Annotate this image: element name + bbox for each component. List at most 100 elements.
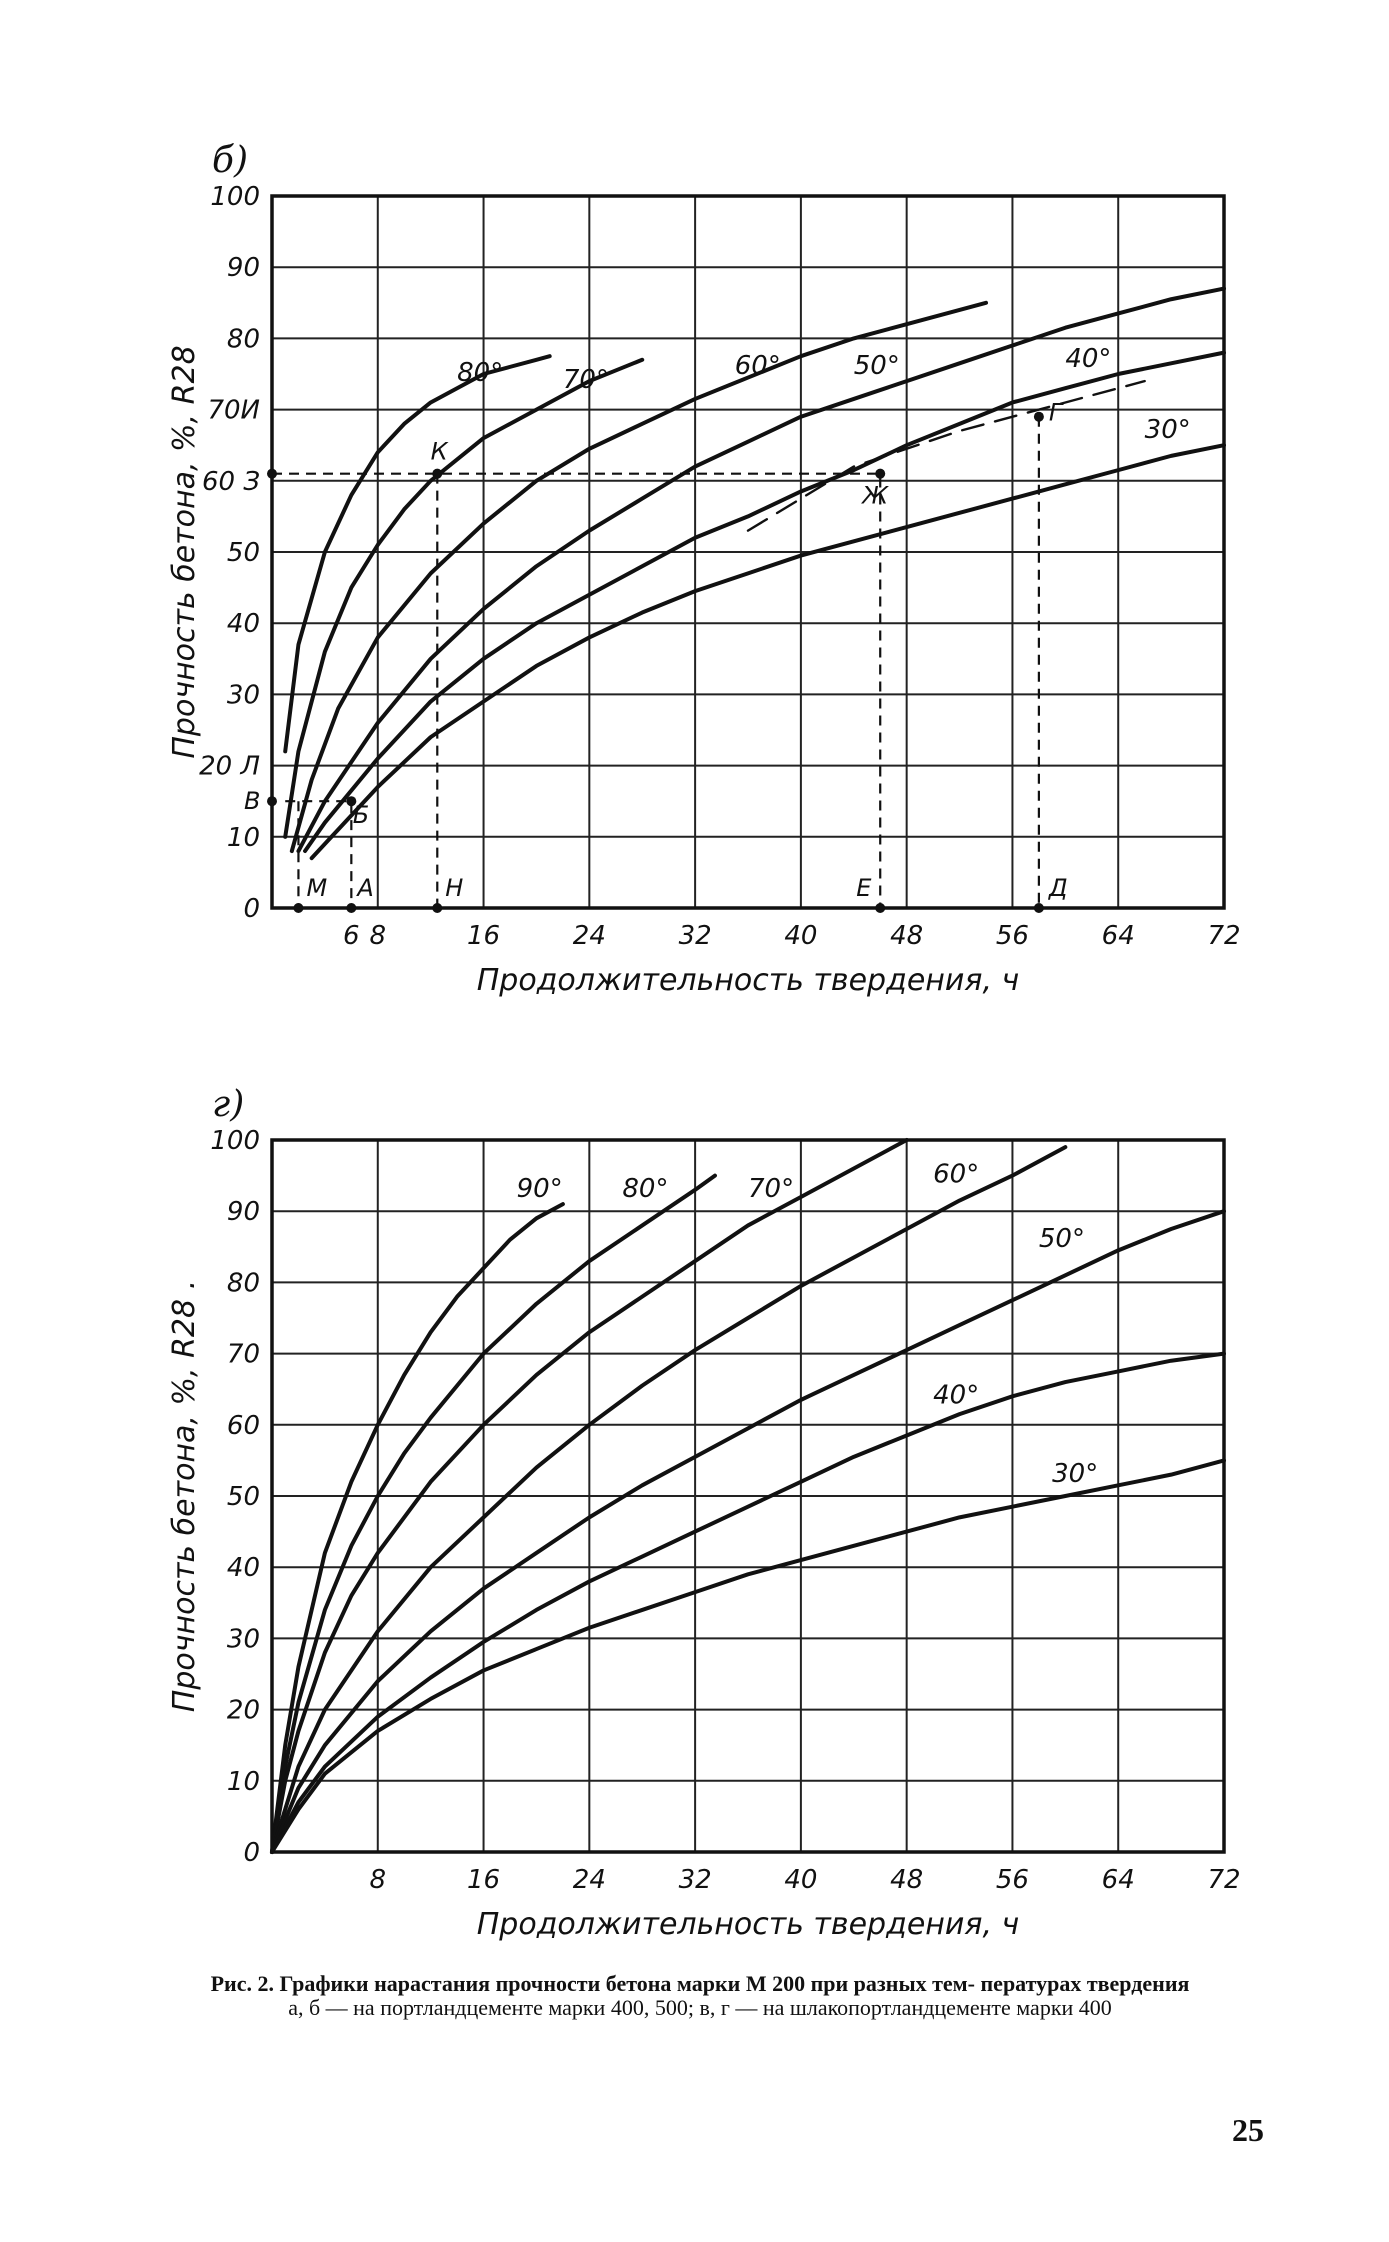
data-point [346, 796, 357, 807]
data-point [346, 903, 357, 913]
point-label: К [431, 438, 449, 466]
series-label: 60° [933, 1160, 979, 1190]
y-tick-label: 90 [227, 253, 260, 283]
y-tick-label: 70И [207, 396, 260, 426]
panel-label: г) [212, 1084, 244, 1125]
series-line-3 [289, 300, 988, 854]
series-line-4 [270, 1145, 1068, 1854]
y-tick-label: 80 [227, 1268, 260, 1298]
x-tick-label: 16 [467, 1865, 500, 1895]
x-tick-label: 72 [1207, 921, 1240, 951]
data-point [267, 796, 277, 807]
data-point [293, 903, 304, 913]
series-label: 80° [622, 1174, 668, 1204]
series-label: 70° [748, 1174, 794, 1204]
x-tick-label: 56 [996, 921, 1029, 951]
series-line-6 [309, 443, 1226, 861]
x-tick-label: 48 [890, 921, 923, 951]
y-tick-label: 20 Л [199, 752, 260, 782]
point-label: Е [856, 874, 872, 902]
y-tick-label: 0 [243, 1838, 260, 1868]
x-tick-label: 64 [1102, 1865, 1135, 1895]
y-tick-label: 40 [227, 609, 260, 639]
series-line-5 [270, 1209, 1226, 1854]
y-tick-label: 100 [210, 182, 260, 212]
x-tick-label: 8 [370, 1865, 387, 1895]
series-line-1 [270, 1202, 565, 1854]
y-tick-label: 20 [227, 1696, 260, 1726]
point-label: Б [353, 801, 369, 829]
y-tick-label: 60 З [202, 467, 260, 497]
series-label: 50° [854, 351, 900, 381]
series-line-7 [270, 1458, 1226, 1854]
dashed-reference-line [746, 379, 1146, 532]
x-tick-label: 40 [784, 1865, 817, 1895]
series-label: 30° [1145, 415, 1191, 445]
series-label: 40° [1065, 344, 1111, 374]
chart-panel-g: г) 8 16 24 32 40 48 56 64 72 0 10 20 30 40 50 60 70 80 90 10… [167, 1084, 1241, 1942]
x-tick-label: 6 [343, 921, 360, 951]
point-label: А [355, 874, 373, 902]
series-line-3 [270, 1138, 909, 1854]
series-label: 50° [1039, 1224, 1085, 1254]
x-tick-label: 32 [679, 1865, 712, 1895]
point-label: Ж [860, 482, 889, 510]
y-axis-title: Прочность бетона, %, R28 . [167, 1280, 202, 1712]
series-label: 80° [457, 358, 503, 388]
x-tick-label: 24 [573, 1865, 606, 1895]
y-tick-label: 70 [227, 1340, 260, 1370]
x-tick-label: 56 [996, 1865, 1029, 1895]
y-tick-label: 10 [227, 823, 260, 853]
series-line-2 [270, 1173, 717, 1854]
data-point [1033, 903, 1044, 913]
figure-caption: Рис. 2. Графики нарастания прочности бет… [120, 1972, 1280, 2020]
x-tick-label: 24 [573, 921, 606, 951]
page-number: 25 [1232, 2112, 1264, 2148]
chart-panel-b: б) 6 8 16 24 32 40 48 56 64 72 0 10 20 Л 30 40 50 60 З 70И… [167, 140, 1241, 998]
series-label: 40° [933, 1380, 979, 1410]
plot-frame [270, 194, 1226, 910]
data-point [432, 468, 443, 479]
data-point [875, 468, 886, 479]
data-point [1033, 411, 1044, 422]
series-label: 70° [563, 365, 609, 395]
panel-label: б) [212, 140, 248, 181]
y-tick-label: 30 [227, 1624, 260, 1654]
x-axis-title: Продолжительность твердения, ч [477, 963, 1020, 998]
series-line-4 [296, 286, 1226, 854]
y-tick-label: 80 [227, 324, 260, 354]
y-tick-label: 60 [227, 1411, 260, 1441]
point-label: Д [1048, 874, 1068, 902]
point-label: В [244, 787, 260, 815]
series-line-1 [283, 354, 552, 754]
x-tick-label: 40 [784, 921, 817, 951]
point-label: Н [445, 874, 463, 902]
series-label: 30° [1052, 1459, 1098, 1489]
y-tick-label: 90 [227, 1197, 260, 1227]
plot-frame [270, 1138, 1226, 1854]
series-line-2 [283, 357, 645, 839]
point-label: М [306, 874, 327, 902]
series-label: 90° [517, 1174, 563, 1204]
series-label: 60° [735, 351, 781, 381]
x-tick-label: 64 [1102, 921, 1135, 951]
x-tick-label: 8 [370, 921, 387, 951]
caption-note: а, б — на портландцементе марки 400, 500… [288, 1995, 1112, 2020]
series-line-6 [270, 1351, 1226, 1854]
y-tick-label: 50 [227, 538, 260, 568]
data-point [432, 903, 443, 913]
x-tick-label: 32 [679, 921, 712, 951]
y-tick-label: 40 [227, 1553, 260, 1583]
x-tick-label: 48 [890, 1865, 923, 1895]
y-tick-label: 100 [210, 1126, 260, 1156]
caption-title: Рис. 2. Графики нарастания прочности бет… [210, 1971, 1190, 1996]
x-tick-label: 16 [467, 921, 500, 951]
y-axis-title: Прочность бетона, %, R28 [167, 345, 202, 758]
data-point [875, 903, 886, 913]
point-label: Г [1049, 399, 1064, 427]
x-axis-title: Продолжительность твердения, ч [477, 1907, 1020, 1942]
y-tick-label: 50 [227, 1482, 260, 1512]
series-line-5 [303, 350, 1226, 854]
y-tick-label: 10 [227, 1767, 260, 1797]
x-tick-label: 72 [1207, 1865, 1240, 1895]
